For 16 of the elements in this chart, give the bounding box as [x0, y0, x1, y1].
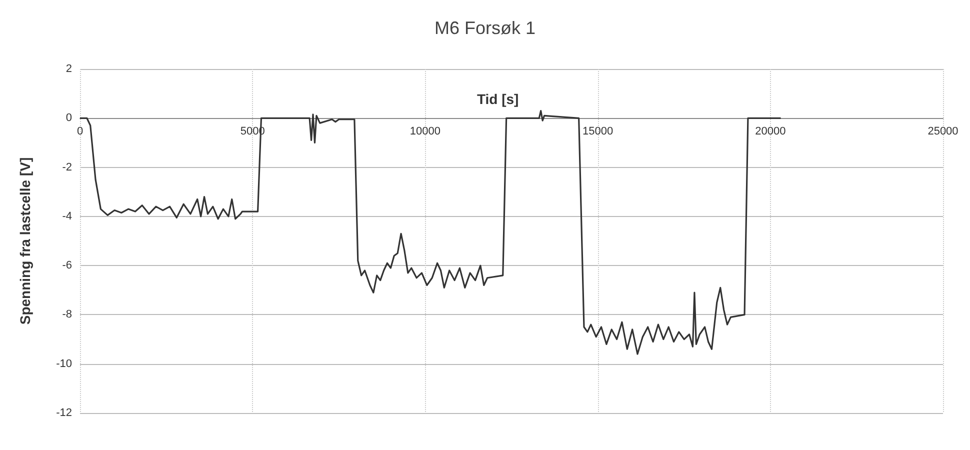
- x-axis-title: Tid [s]: [476, 91, 519, 108]
- y-tick-label: -8: [62, 308, 72, 321]
- x-tick-label: 25000: [928, 126, 958, 138]
- y-tick-label: -6: [62, 260, 72, 272]
- y-tick-label: -12: [56, 407, 72, 419]
- x-tick-label: 15000: [582, 126, 614, 138]
- y-tick-label: 2: [66, 63, 72, 75]
- y-tick-label: -10: [56, 358, 72, 370]
- y-tick-label: 0: [66, 112, 72, 124]
- x-tick-label: 10000: [410, 126, 440, 138]
- y-tick-label: -4: [62, 210, 72, 222]
- chart-title: M6 Forsøk 1: [434, 18, 536, 38]
- x-tick-label: 20000: [755, 126, 786, 138]
- x-tick-label: 0: [76, 126, 84, 138]
- y-tick-label: -2: [62, 161, 72, 174]
- y-axis-title: Spenning fra lastcelle [V]: [17, 157, 33, 325]
